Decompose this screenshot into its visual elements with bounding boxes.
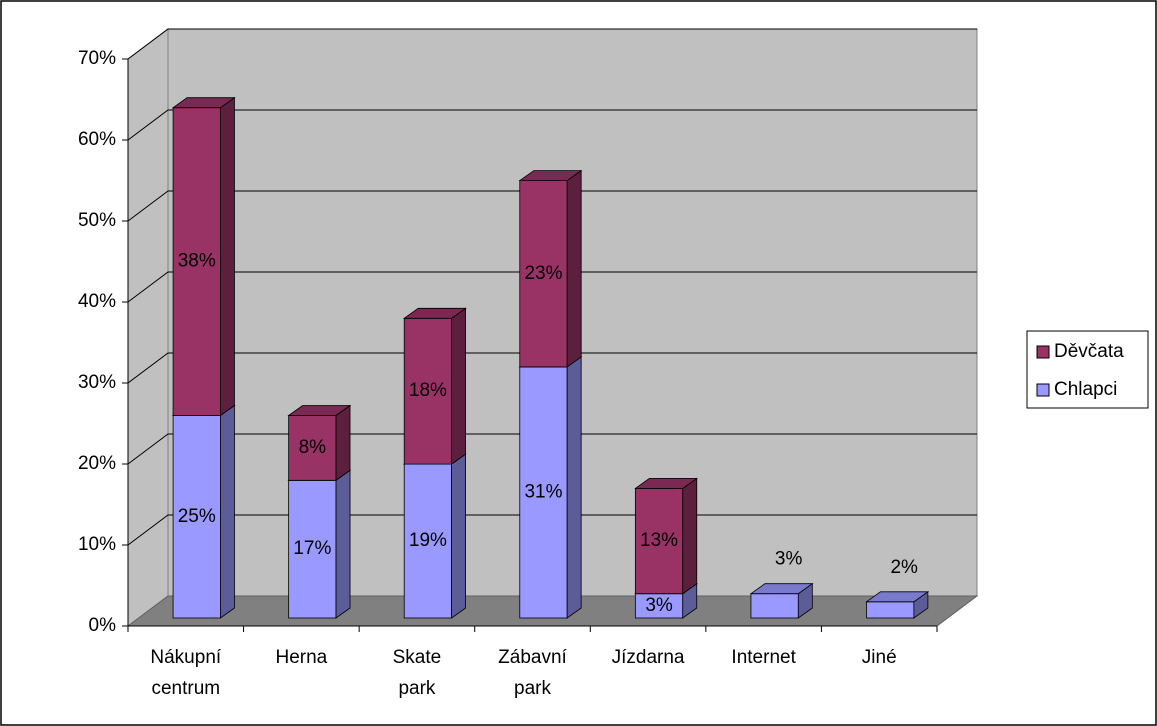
bar-side — [335, 469, 351, 619]
x-tick-label: Jízdarna — [612, 647, 685, 668]
x-tick-label: Jiné — [862, 647, 897, 668]
legend-label: Chlapci — [1054, 379, 1117, 400]
legend-swatch — [1036, 345, 1050, 359]
grid-line — [127, 109, 977, 141]
grid-line — [127, 271, 977, 303]
x-tick-label: Nákupní centrum — [150, 647, 221, 699]
bar-side — [566, 169, 582, 368]
x-tick-label: Skate park — [393, 647, 442, 699]
bar-top — [171, 97, 236, 109]
bar-side — [682, 477, 698, 595]
bar — [634, 487, 684, 595]
legend-swatch — [1036, 383, 1050, 397]
data-label: 23% — [524, 263, 562, 284]
bar-top — [287, 405, 352, 416]
grid-line — [127, 28, 977, 60]
y-tick-label: 0% — [89, 615, 117, 636]
bar — [519, 366, 568, 619]
bar-top — [749, 583, 814, 595]
x-tick-label: Herna — [275, 647, 327, 668]
y-tick-label: 30% — [78, 372, 116, 393]
data-label: 17% — [293, 538, 331, 559]
bar-side — [220, 404, 235, 619]
bar — [403, 463, 453, 619]
y-tick-label: 20% — [78, 453, 116, 474]
data-label: 8% — [299, 437, 327, 458]
data-label: 3% — [645, 595, 673, 616]
bar — [172, 415, 221, 619]
bar — [866, 601, 915, 619]
bar-top — [634, 477, 698, 489]
data-label: 13% — [640, 530, 678, 551]
grid-line — [127, 190, 977, 222]
data-label: 18% — [409, 380, 447, 401]
bar — [288, 479, 337, 619]
y-tick-label: 10% — [78, 534, 116, 555]
legend-label: Děvčata — [1054, 341, 1124, 362]
bar-side — [451, 453, 467, 619]
y-tick-label: 60% — [78, 129, 116, 150]
bar — [750, 593, 799, 619]
data-label: 19% — [409, 530, 447, 551]
data-label: 2% — [890, 557, 918, 578]
data-label: 31% — [524, 481, 562, 502]
bar-top — [865, 591, 930, 603]
data-label: 38% — [178, 251, 216, 272]
x-tick-label: Internet — [731, 647, 796, 668]
y-tick-label: 50% — [78, 210, 116, 231]
bar — [288, 415, 337, 481]
grid-line — [127, 514, 977, 546]
grid-line — [127, 352, 977, 384]
bar-side — [451, 307, 467, 465]
data-label: 3% — [775, 549, 803, 570]
x-tick-label: Zábavní park — [498, 647, 567, 699]
y-tick-label: 70% — [78, 48, 116, 69]
bar-top — [518, 170, 583, 182]
grid-line — [127, 433, 977, 465]
bar — [519, 180, 568, 368]
y-tick-label: 40% — [78, 291, 116, 312]
bar-top — [402, 307, 467, 319]
bar-side — [566, 356, 582, 619]
data-label: 25% — [178, 506, 216, 527]
side-wall — [127, 28, 169, 627]
bar-side — [220, 96, 235, 417]
bar — [172, 107, 221, 416]
bar-side — [335, 404, 351, 482]
